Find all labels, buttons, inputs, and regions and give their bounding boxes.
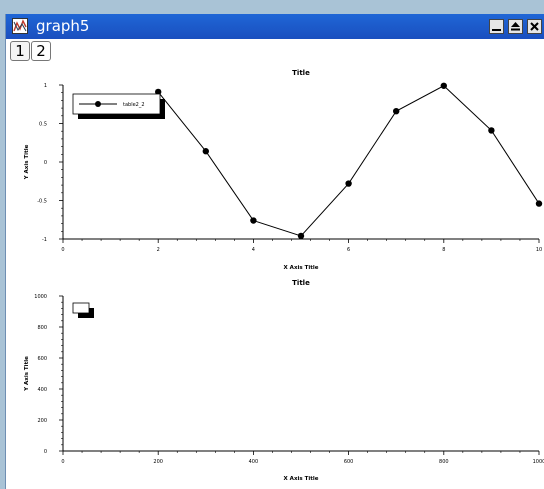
x-tick-label: 0	[61, 459, 64, 465]
y-axis-title: Y Axis Title	[24, 356, 30, 392]
y-tick-label: 0	[44, 160, 47, 166]
x-tick-label: 1000	[533, 459, 544, 465]
x-tick-label: 2	[157, 247, 160, 253]
y-tick-label: -0.5	[37, 199, 47, 205]
legend-label: table2_2	[123, 102, 145, 108]
plot-title: Title	[292, 279, 310, 287]
y-tick-label: 1000	[34, 294, 47, 300]
x-axis-title: X Axis Title	[284, 265, 319, 271]
y-tick-label: 0.5	[39, 122, 47, 128]
data-point	[440, 82, 447, 89]
x-tick-label: 400	[249, 459, 259, 465]
y-tick-label: 800	[37, 325, 47, 331]
data-point	[535, 200, 543, 207]
title-bar[interactable]: graph5	[6, 14, 544, 39]
data-point	[488, 127, 495, 134]
x-tick-label: 8	[442, 247, 445, 253]
y-tick-label: 600	[37, 356, 47, 362]
y-tick-label: 200	[37, 418, 47, 424]
data-point	[202, 148, 209, 155]
data-point	[393, 107, 400, 115]
legend-marker	[95, 101, 101, 107]
x-tick-label: 0	[61, 247, 64, 253]
y-tick-label: 400	[37, 387, 47, 393]
data-point	[345, 180, 352, 187]
y-tick-label: -1	[42, 237, 47, 243]
minimize-icon	[492, 29, 501, 31]
x-tick-label: 6	[347, 247, 350, 253]
tab-2[interactable]: 2	[31, 41, 51, 61]
y-tick-label: 0	[44, 449, 47, 455]
x-tick-label: 4	[252, 247, 255, 253]
y-tick-label: 1	[44, 83, 47, 89]
series-line	[157, 85, 540, 237]
close-button[interactable]	[527, 19, 542, 34]
minimize-button[interactable]	[489, 19, 504, 34]
close-icon	[530, 22, 539, 31]
tab-1[interactable]: 1	[10, 41, 30, 61]
data-point	[250, 217, 257, 224]
x-tick-label: 10	[536, 247, 542, 253]
x-tick-label: 600	[344, 459, 354, 465]
window-title: graph5	[36, 17, 90, 35]
legend-box	[72, 302, 90, 314]
maximize-icon	[511, 22, 520, 31]
graph-window-icon	[12, 18, 28, 34]
data-point	[297, 232, 305, 240]
plot-title: Title	[292, 69, 310, 77]
x-tick-label: 200	[153, 459, 163, 465]
y-axis-title: Y Axis Title	[24, 144, 30, 180]
x-tick-label: 800	[439, 459, 449, 465]
maximize-button[interactable]	[508, 19, 523, 34]
x-axis-title: X Axis Title	[284, 476, 319, 482]
data-point	[155, 88, 162, 96]
